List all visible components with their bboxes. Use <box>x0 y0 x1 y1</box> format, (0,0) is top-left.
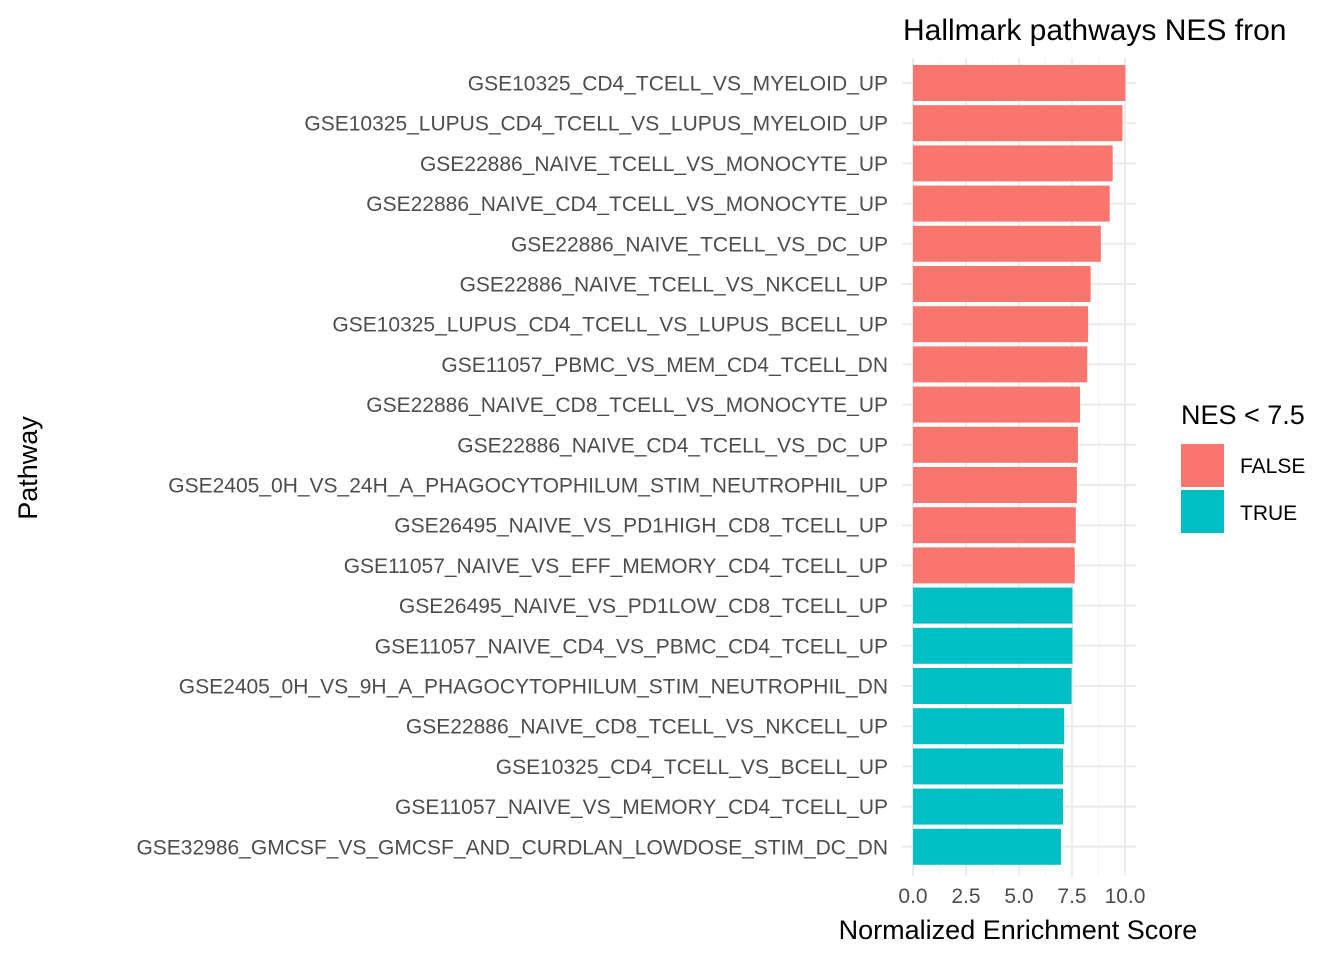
x-tick-label: 10.0 <box>1105 885 1146 908</box>
y-tick-label: GSE10325_CD4_TCELL_VS_BCELL_UP <box>496 756 888 779</box>
chart-title: Hallmark pathways NES fron <box>903 14 1286 47</box>
y-tick-label: GSE10325_LUPUS_CD4_TCELL_VS_LUPUS_MYELOI… <box>304 113 888 136</box>
bar <box>913 386 1081 423</box>
bar <box>913 708 1065 745</box>
y-tick-label: GSE22886_NAIVE_TCELL_VS_NKCELL_UP <box>460 274 888 297</box>
x-tick-label: 5.0 <box>1004 885 1033 908</box>
y-tick-labels: GSE10325_CD4_TCELL_VS_MYELOID_UP GSE10325… <box>136 73 888 860</box>
bar <box>913 185 1110 222</box>
x-tick-label: 2.5 <box>951 885 980 908</box>
y-tick-label: GSE10325_CD4_TCELL_VS_MYELOID_UP <box>468 73 888 96</box>
y-tick-label: GSE2405_0H_VS_9H_A_PHAGOCYTOPHILUM_STIM_… <box>179 676 888 699</box>
y-tick-label: GSE26495_NAIVE_VS_PD1LOW_CD8_TCELL_UP <box>399 595 888 618</box>
y-tick-label: GSE32986_GMCSF_VS_GMCSF_AND_CURDLAN_LOWD… <box>136 836 888 859</box>
y-tick-label: GSE22886_NAIVE_TCELL_VS_DC_UP <box>511 233 888 256</box>
x-tick-label: 0.0 <box>898 885 927 908</box>
bar <box>913 668 1072 704</box>
bar <box>913 145 1113 182</box>
y-tick-label: GSE10325_LUPUS_CD4_TCELL_VS_LUPUS_BCELL_… <box>332 314 888 337</box>
legend-swatch-false <box>1181 444 1224 487</box>
legend-title: NES < 7.5 <box>1181 400 1305 430</box>
legend-label-true: TRUE <box>1240 502 1297 525</box>
bar <box>913 426 1078 463</box>
legend-swatch-true <box>1181 490 1224 533</box>
y-tick-label: GSE22886_NAIVE_CD8_TCELL_VS_NKCELL_UP <box>406 716 888 739</box>
bar <box>913 266 1091 302</box>
y-tick-label: GSE22886_NAIVE_CD4_TCELL_VS_DC_UP <box>457 434 888 457</box>
bar <box>913 467 1077 503</box>
y-tick-label: GSE11057_NAIVE_VS_EFF_MEMORY_CD4_TCELL_U… <box>344 555 888 578</box>
bars <box>913 65 1126 865</box>
y-tick-label: GSE2405_0H_VS_24H_A_PHAGOCYTOPHILUM_STIM… <box>168 475 888 498</box>
y-axis-title: Pathway <box>13 416 43 520</box>
bar <box>913 306 1089 343</box>
bar <box>913 105 1123 142</box>
bar <box>913 547 1075 584</box>
bar <box>913 788 1064 825</box>
legend-label-false: FALSE <box>1240 455 1305 478</box>
y-tick-label: GSE22886_NAIVE_CD8_TCELL_VS_MONOCYTE_UP <box>366 394 888 417</box>
bar <box>913 507 1076 544</box>
y-tick-label: GSE11057_NAIVE_VS_MEMORY_CD4_TCELL_UP <box>395 796 888 819</box>
bar <box>913 627 1073 664</box>
y-tick-label: GSE22886_NAIVE_CD4_TCELL_VS_MONOCYTE_UP <box>366 193 888 216</box>
x-tick-label: 7.5 <box>1057 885 1086 908</box>
bar <box>913 748 1064 785</box>
x-axis-title: Normalized Enrichment Score <box>839 915 1198 945</box>
x-tick-labels: 0.0 2.5 5.0 7.5 10.0 <box>898 885 1145 908</box>
bar <box>913 225 1101 262</box>
bar <box>913 828 1061 865</box>
y-tick-label: GSE26495_NAIVE_VS_PD1HIGH_CD8_TCELL_UP <box>394 515 888 538</box>
bar <box>913 587 1073 624</box>
y-tick-label: GSE22886_NAIVE_TCELL_VS_MONOCYTE_UP <box>420 153 888 176</box>
y-tick-label: GSE11057_PBMC_VS_MEM_CD4_TCELL_DN <box>441 354 888 377</box>
y-tick-label: GSE11057_NAIVE_CD4_VS_PBMC_CD4_TCELL_UP <box>375 635 888 658</box>
legend: NES < 7.5 FALSE TRUE <box>1181 400 1305 533</box>
bar <box>913 346 1088 383</box>
bar <box>913 65 1126 101</box>
